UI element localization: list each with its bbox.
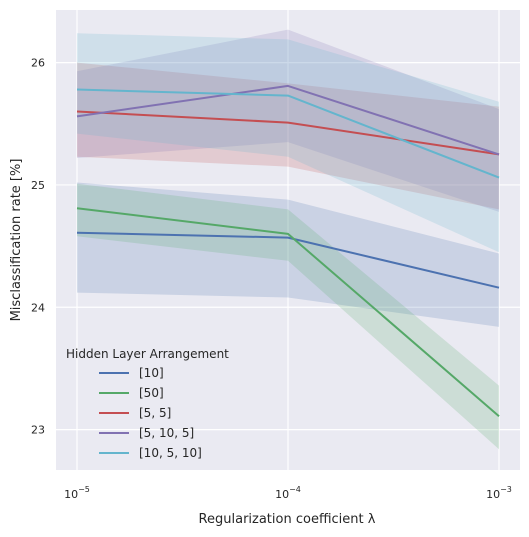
y-tick-label-0: 23 — [31, 424, 45, 437]
legend-label-2: [5, 5] — [139, 406, 171, 420]
line-series-1 — [76, 207, 500, 417]
x-tick-label-2: 10−3 — [486, 485, 512, 501]
series-lines — [76, 84, 500, 417]
band-series-2 — [77, 62, 499, 210]
y-tick-labels: 23 24 25 26 — [31, 57, 45, 437]
x-tick-label-0: 10−5 — [64, 485, 90, 501]
legend-label-3: [5, 10, 5] — [139, 426, 194, 440]
confidence-bands — [77, 29, 499, 450]
line-series-2 — [76, 110, 500, 156]
x-tick-label-1: 10−4 — [275, 485, 301, 501]
y-tick-label-3: 26 — [31, 57, 45, 70]
band-series-0 — [77, 182, 499, 327]
x-axis-label: Regularization coefficient λ — [199, 512, 376, 527]
line-series-3 — [76, 84, 500, 156]
legend-label-4: [10, 5, 10] — [139, 446, 202, 460]
band-series-4 — [77, 33, 499, 253]
x-tick-labels: 10−5 10−4 10−3 — [64, 485, 512, 501]
y-tick-label-2: 25 — [31, 179, 45, 192]
legend-label-1: [50] — [139, 386, 164, 400]
legend-title: Hidden Layer Arrangement — [66, 347, 229, 361]
line-series-4 — [76, 88, 500, 179]
band-series-3 — [77, 29, 499, 212]
line-series-0 — [76, 231, 500, 289]
y-axis-label: Misclassification rate [%] — [9, 159, 24, 322]
legend: Hidden Layer Arrangement [10] [50] [5, 5] [… — [66, 347, 229, 460]
y-tick-label-1: 24 — [31, 301, 45, 314]
legend-label-0: [10] — [139, 366, 164, 380]
